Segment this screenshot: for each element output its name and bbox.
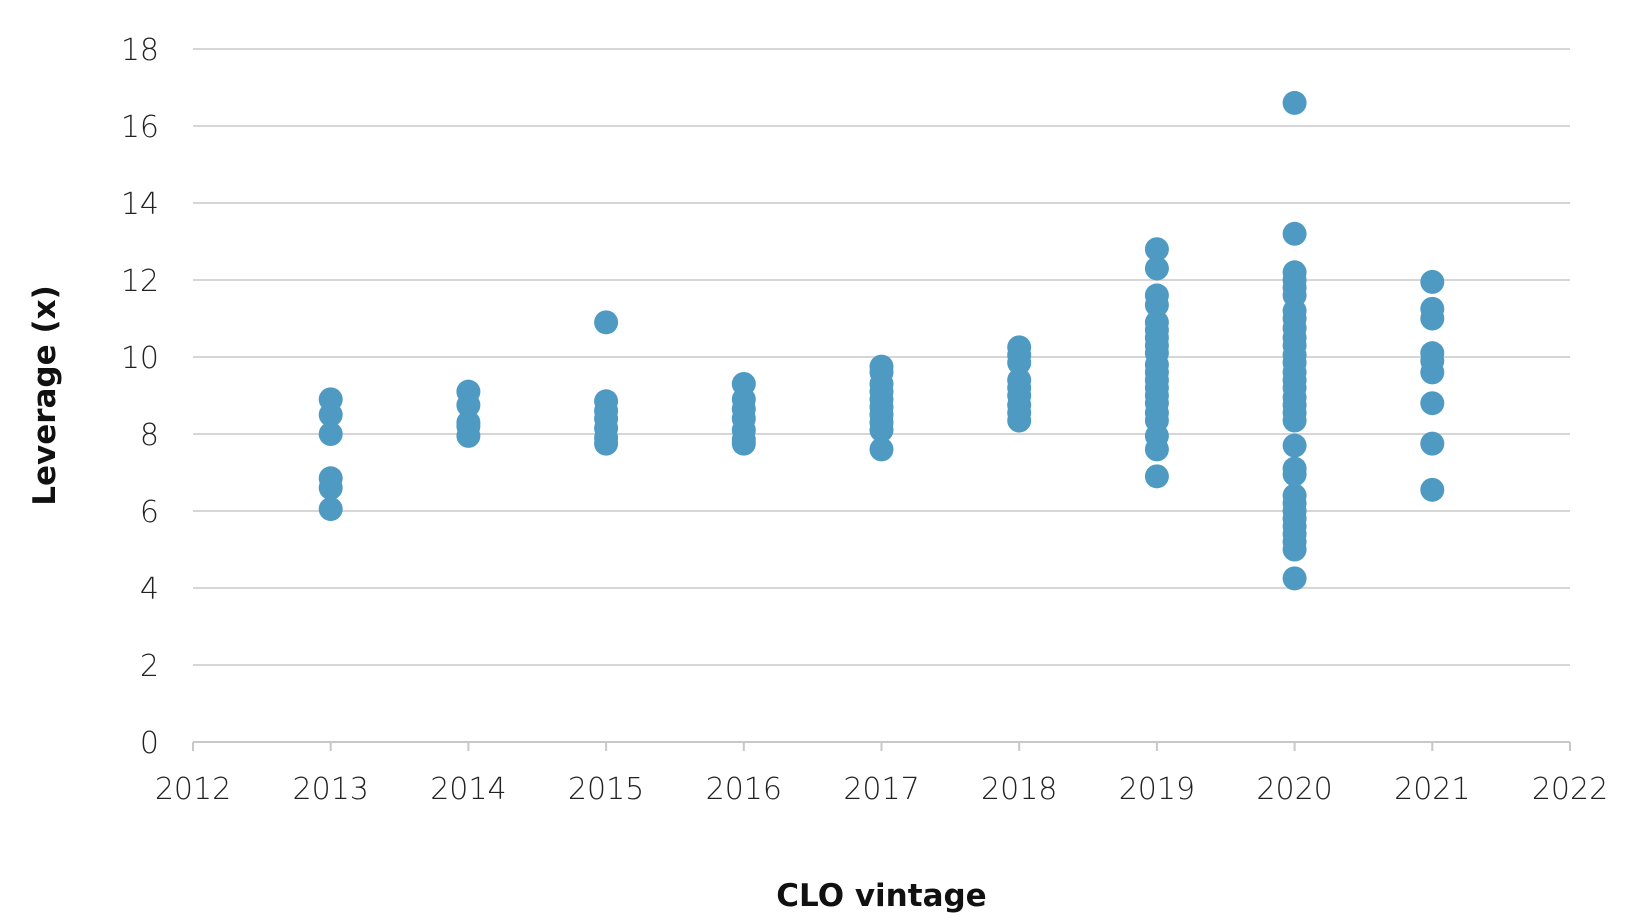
x-tick-label: 2017 — [843, 772, 919, 807]
data-point — [1420, 431, 1445, 456]
data-point — [456, 393, 481, 418]
data-point — [1144, 293, 1169, 318]
data-point — [1420, 391, 1445, 416]
data-point — [594, 431, 619, 456]
x-tick-label: 2016 — [706, 772, 782, 807]
data-point — [318, 422, 343, 446]
data-point — [869, 418, 894, 443]
x-tick-label: 2020 — [1256, 772, 1332, 807]
y-tick-label: 6 — [140, 495, 159, 530]
data-point — [318, 475, 343, 500]
x-tick-labels: 2012 2013 2014 2015 2016 2017 2018 2019 2020 2021… — [155, 772, 1608, 807]
x-axis-title: CLO vintage — [776, 878, 986, 914]
x-tick-label: 2021 — [1394, 772, 1470, 807]
data-point — [1282, 408, 1307, 433]
data-point — [731, 431, 756, 456]
data-point — [1282, 433, 1307, 458]
y-tick-label: 10 — [121, 341, 159, 376]
y-tick-label: 4 — [140, 572, 159, 607]
data-point — [1282, 566, 1307, 591]
x-tick-label: 2013 — [293, 772, 369, 807]
x-tick-label: 2012 — [155, 772, 231, 807]
y-axis-title: Leverage (x) — [27, 285, 63, 506]
data-point — [456, 423, 481, 448]
data-point — [869, 437, 894, 462]
y-tick-label: 14 — [121, 187, 159, 222]
data-point — [1282, 462, 1307, 487]
data-point — [1282, 537, 1307, 562]
data-point — [594, 310, 619, 335]
data-points — [318, 90, 1445, 591]
y-tick-label: 2 — [140, 649, 159, 684]
data-point — [1282, 90, 1307, 115]
data-point — [1420, 306, 1445, 331]
data-point — [1144, 437, 1169, 462]
data-point — [1282, 221, 1307, 246]
y-tick-label: 12 — [121, 264, 159, 299]
x-axis — [192, 741, 1571, 751]
y-tick-labels: 0 2 4 6 8 10 12 14 16 18 — [121, 33, 159, 761]
x-tick-label: 2015 — [568, 772, 644, 807]
data-point — [318, 402, 343, 427]
y-tick-label: 8 — [140, 418, 159, 453]
data-point — [1420, 477, 1445, 502]
data-point — [1420, 360, 1445, 385]
x-tick-label: 2018 — [981, 772, 1057, 807]
data-point — [1144, 256, 1169, 281]
data-point — [1007, 408, 1032, 433]
x-tick-label: 2014 — [430, 772, 506, 807]
data-point — [1420, 269, 1445, 294]
y-tick-label: 16 — [121, 110, 159, 145]
y-tick-label: 18 — [121, 33, 159, 68]
y-tick-label: 0 — [140, 726, 159, 761]
data-point — [1144, 464, 1169, 489]
data-point — [1144, 237, 1169, 262]
x-tick-label: 2022 — [1532, 772, 1608, 807]
data-point — [318, 497, 343, 522]
data-point — [1007, 350, 1032, 375]
x-tick-label: 2019 — [1119, 772, 1195, 807]
